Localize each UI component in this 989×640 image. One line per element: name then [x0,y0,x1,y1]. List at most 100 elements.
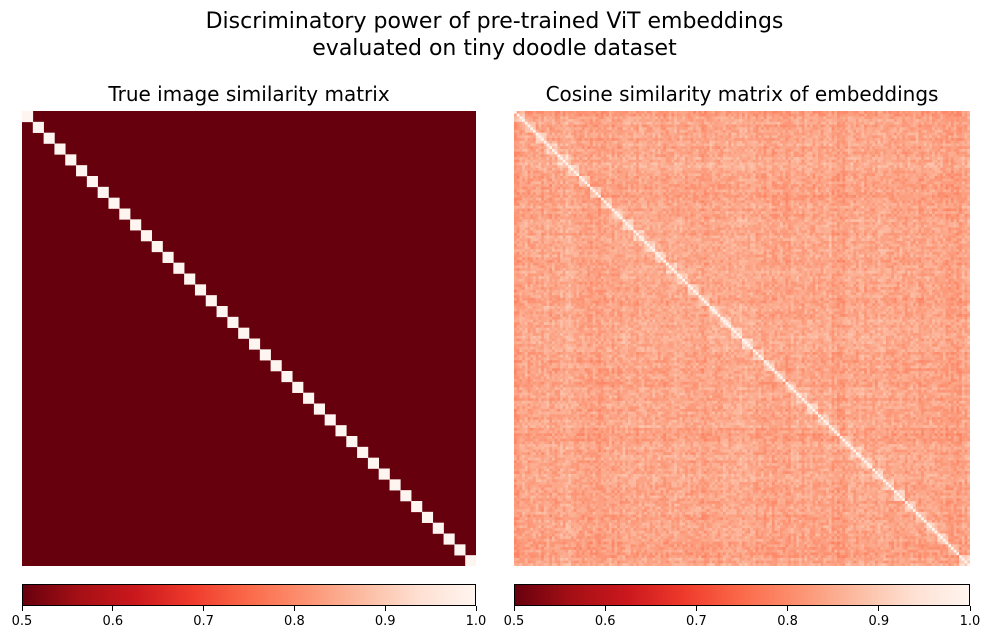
heatmap-cell [525,160,528,163]
heatmap-cell [924,149,927,152]
heatmap-cell [951,122,954,125]
heatmap-cell [837,125,840,128]
heatmap-cell [536,111,539,114]
heatmap-cell [902,119,905,122]
heatmap-cell [574,119,577,122]
heatmap-cell [519,520,522,523]
heatmap-cell [538,222,541,225]
heatmap-cell [609,144,612,147]
heatmap-cell [861,116,864,119]
heatmap-cell [601,138,604,141]
heatmap-cell [552,528,555,531]
heatmap-cell [709,127,712,130]
heatmap-cell [541,190,544,193]
heatmap-cell [880,114,883,117]
heatmap-cell [536,206,539,209]
colorbar-tick [22,606,23,611]
heatmap-cell [538,558,541,561]
heatmap-cell [821,116,824,119]
heatmap-cell [519,466,522,469]
heatmap-cell [766,135,769,138]
heatmap-cell [883,135,886,138]
heatmap-cell [544,311,547,314]
heatmap-cell [514,206,517,209]
heatmap-cell [544,314,547,317]
heatmap-cell [536,496,539,499]
heatmap-cell [514,122,517,125]
heatmap-cell [538,276,541,279]
heatmap-cell [528,138,531,141]
heatmap-cell [528,352,531,355]
heatmap-cell [547,525,550,528]
heatmap-cell [614,130,617,133]
heatmap-cell [924,114,927,117]
heatmap-cell [579,125,582,128]
heatmap-cell [549,309,552,312]
heatmap-cell [723,146,726,149]
heatmap-cell [585,122,588,125]
heatmap-cell [677,149,680,152]
heatmap-cell [530,122,533,125]
heatmap-cell [880,133,883,136]
heatmap-cell [519,141,522,144]
heatmap-cell [555,149,558,152]
heatmap-cell [544,433,547,436]
heatmap-cell [522,463,525,466]
heatmap-cell [517,479,520,482]
heatmap-cell [883,149,886,152]
heatmap-cell [533,225,536,228]
heatmap-cell [525,271,528,274]
heatmap-cell [870,133,873,136]
heatmap-cell [522,217,525,220]
heatmap-cell [818,119,821,122]
heatmap-cell [946,141,949,144]
heatmap-cell [886,133,889,136]
heatmap-cell [560,114,563,117]
heatmap-cell [636,111,639,114]
heatmap-cell [538,528,541,531]
heatmap-cell [519,506,522,509]
heatmap-cell [696,149,699,152]
heatmap-cell [663,119,666,122]
heatmap-cell [563,152,566,155]
heatmap-cell [533,133,536,136]
heatmap-cell [549,520,552,523]
heatmap-cell [517,433,520,436]
heatmap-cell [563,125,566,128]
heatmap-cell [536,122,539,125]
heatmap-cell [544,295,547,298]
heatmap-cell [633,133,636,136]
heatmap-diagonal-block [444,534,455,545]
heatmap-cell [530,236,533,239]
heatmap-cell [552,252,555,255]
heatmap-cell [517,431,520,434]
heatmap-cell [533,249,536,252]
heatmap-cell [595,125,598,128]
heatmap-cell [538,303,541,306]
heatmap-cell [566,116,569,119]
heatmap-cell [568,141,571,144]
heatmap-cell [549,295,552,298]
heatmap-cell [891,149,894,152]
heatmap-cell [538,406,541,409]
heatmap-cell [528,385,531,388]
heatmap-cell [677,135,680,138]
heatmap-cell [514,214,517,217]
heatmap-cell [538,498,541,501]
heatmap-cell [927,127,930,130]
heatmap-cell [965,149,968,152]
heatmap-cell [756,114,759,117]
heatmap-cell [538,517,541,520]
heatmap-cell [530,552,533,555]
heatmap-cell [517,152,520,155]
heatmap-cell [541,455,544,458]
heatmap-cell [747,141,750,144]
heatmap-cell [522,441,525,444]
heatmap-cell [720,122,723,125]
heatmap-cell [699,144,702,147]
heatmap-cell [536,414,539,417]
heatmap-cell [593,116,596,119]
heatmap-cell [921,146,924,149]
heatmap-cell [530,130,533,133]
heatmap-cell [913,111,916,114]
